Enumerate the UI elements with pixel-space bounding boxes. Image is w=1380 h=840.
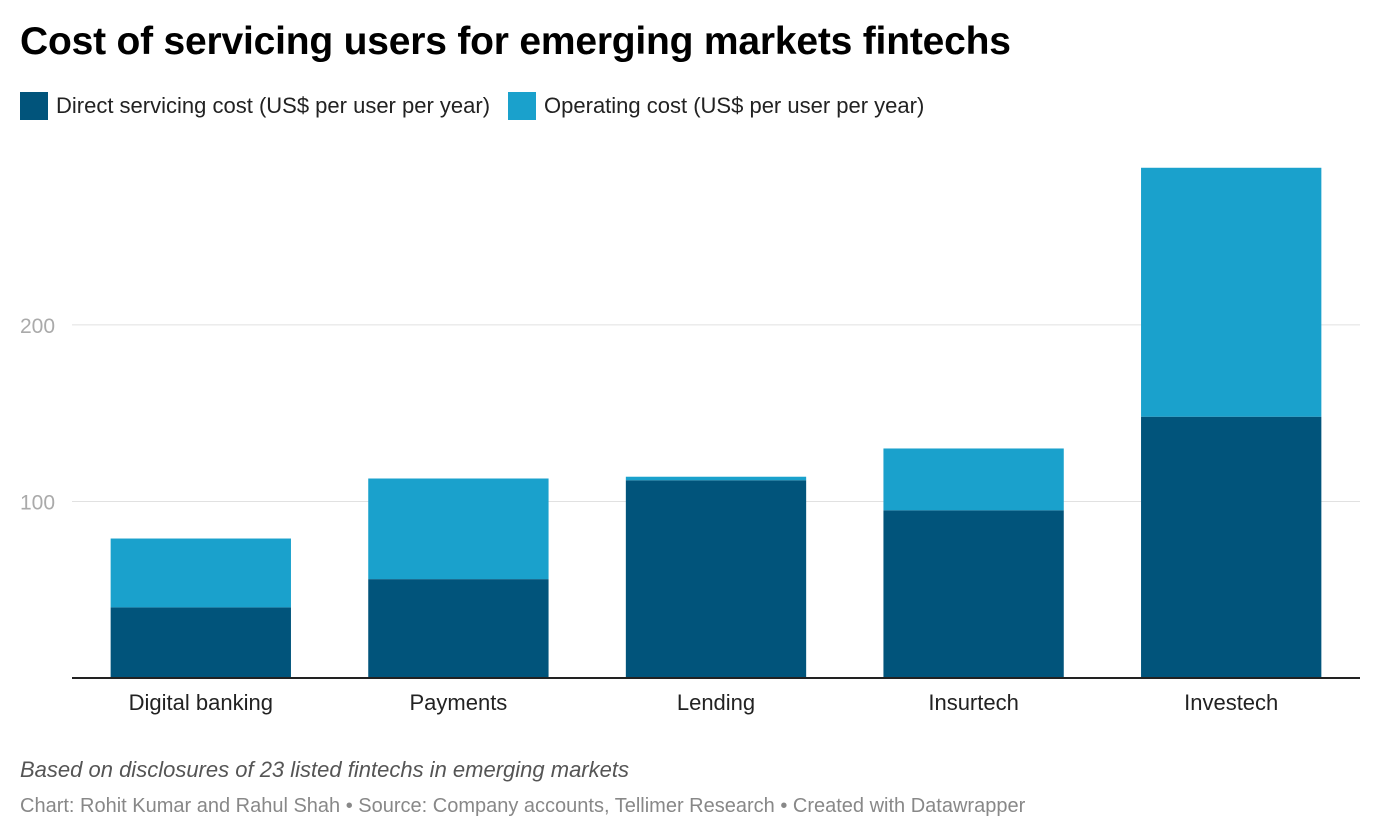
- y-tick-label-200: 200: [20, 315, 55, 338]
- legend-swatch-direct: [20, 92, 48, 120]
- legend: Direct servicing cost (US$ per user per …: [20, 92, 942, 120]
- bar-operating-payments: [368, 478, 549, 580]
- bar-operating-lending: [625, 476, 807, 481]
- bar-direct-lending: [625, 480, 807, 678]
- bar-operating-investech: [1141, 167, 1322, 417]
- bar-direct-insurtech: [883, 510, 1064, 678]
- legend-label-direct: Direct servicing cost (US$ per user per …: [56, 93, 491, 118]
- x-tick-label-digital-banking: Digital banking: [129, 690, 273, 715]
- x-tick-label-payments: Payments: [409, 690, 507, 715]
- bar-direct-payments: [368, 579, 549, 678]
- bar-direct-digital-banking: [110, 607, 291, 678]
- legend-item-direct: Direct servicing cost (US$ per user per …: [20, 92, 490, 120]
- x-tick-label-lending: Lending: [677, 690, 755, 715]
- legend-swatch-operating: [508, 92, 537, 120]
- stacked-bar-chart: 100 200 Digital banking Payments Lending Insu…: [20, 167, 1360, 715]
- y-tick-label-100: 100: [20, 491, 55, 514]
- legend-item-operating: Operating cost (US$ per user per year): [508, 92, 924, 120]
- x-tick-label-insurtech: Insurtech: [928, 690, 1019, 715]
- x-tick-label-investech: Investech: [1184, 690, 1278, 715]
- bar-operating-insurtech: [883, 448, 1064, 511]
- bar-operating-digital-banking: [110, 538, 291, 608]
- legend-label-operating: Operating cost (US$ per user per year): [544, 93, 925, 118]
- bar-direct-investech: [1141, 416, 1322, 678]
- chart-notes: Based on disclosures of 23 listed fintec…: [20, 757, 629, 782]
- chart-credits: Chart: Rohit Kumar and Rahul Shah • Sour…: [20, 795, 1026, 817]
- chart-title: Cost of servicing users for emerging mar…: [20, 20, 1011, 63]
